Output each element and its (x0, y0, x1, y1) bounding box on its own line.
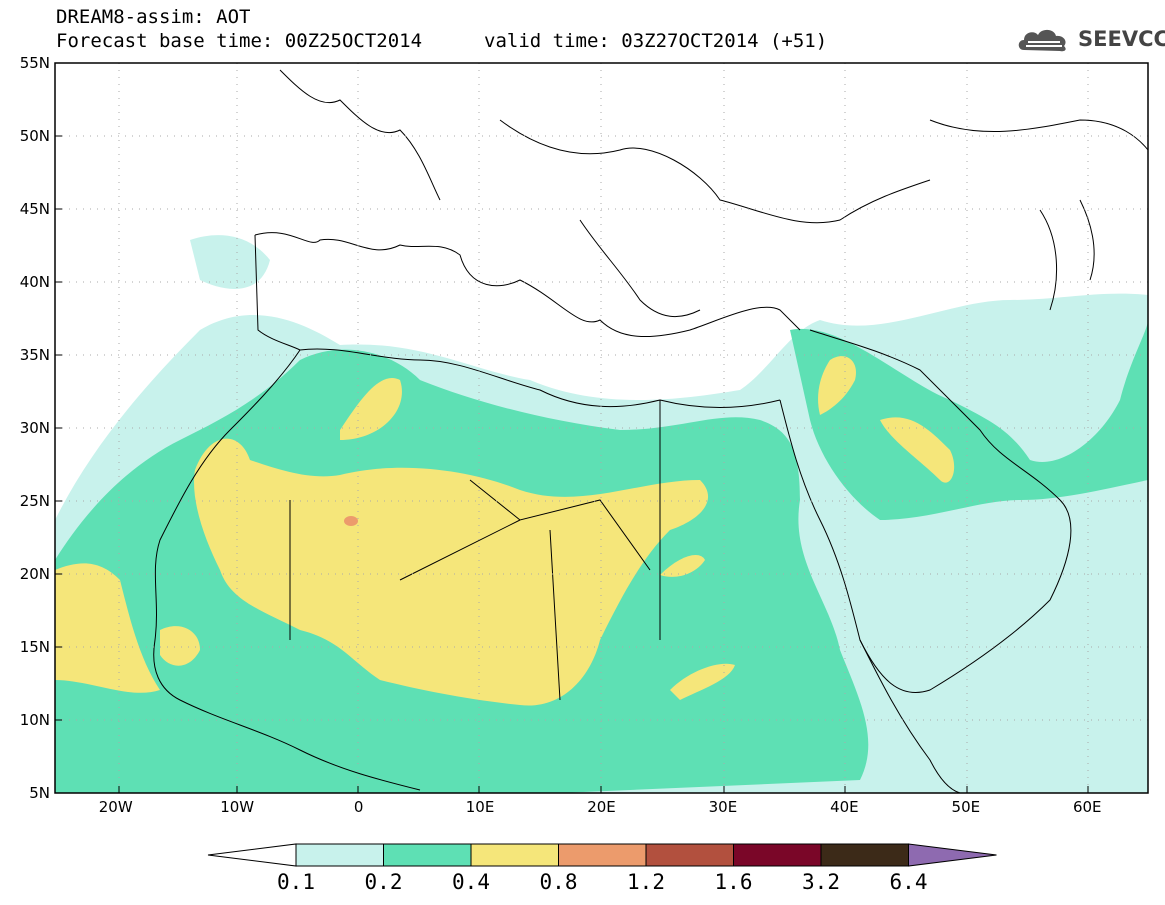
colorbar-label: 0.4 (452, 870, 490, 894)
lon-tick-label: 20E (587, 798, 616, 816)
colorbar-segment (558, 843, 647, 867)
lon-tick-label: 50E (951, 798, 981, 816)
seevccc-logo: SEEVCCC (1016, 24, 1165, 54)
colorbar-max-arrow (908, 843, 997, 867)
lat-tick-label: 30N (19, 419, 50, 437)
lon-tick-label: 0 (353, 798, 364, 816)
forecast-time-line: Forecast base time: 00Z25OCT2014 valid ti… (56, 30, 827, 52)
graticule (55, 63, 1148, 793)
colorbar-segment (645, 843, 734, 867)
colorbar-label: 0.1 (277, 870, 315, 894)
tick-marks (55, 135, 1089, 793)
colorbar-label: 3.2 (802, 870, 840, 894)
lon-tick-label: 30E (708, 798, 738, 816)
valid-time: valid time: 03Z27OCT2014 (+51) (484, 30, 828, 52)
lon-tick-label: 10W (220, 798, 255, 816)
lon-tick-label: 60E (1072, 798, 1102, 816)
lat-tick-label: 55N (19, 54, 50, 72)
aot-band-0.8 (344, 516, 358, 526)
lon-tick-label: 40E (830, 798, 859, 816)
colorbar (207, 843, 997, 867)
colorbar-segment (820, 843, 909, 867)
lon-tick-label: 10E (465, 798, 495, 816)
lat-tick-label: 10N (19, 711, 50, 729)
lat-tick-label: 5N (29, 784, 50, 802)
lat-tick-label: 20N (19, 565, 50, 583)
colorbar-segment (470, 843, 559, 867)
lat-tick-label: 50N (19, 127, 50, 145)
logo-text: SEEVCCC (1078, 27, 1165, 51)
lon-tick-label: 20W (98, 798, 133, 816)
colorbar-segment (733, 843, 822, 867)
lat-tick-label: 45N (19, 200, 50, 218)
colorbar-segment (295, 843, 384, 867)
lat-tick-label: 15N (19, 638, 50, 656)
coastlines (153, 69, 1148, 793)
colorbar-min-arrow (207, 843, 297, 867)
lat-tick-label: 40N (19, 273, 50, 291)
cloud-logo-icon (1018, 29, 1066, 52)
chart-title: DREAM8-assim: AOT (56, 6, 251, 28)
colorbar-label: 1.6 (714, 870, 753, 894)
colorbar-segment (383, 843, 472, 867)
lat-tick-label: 25N (19, 492, 50, 510)
colorbar-label: 6.4 (889, 870, 928, 894)
colorbar-label: 0.8 (539, 870, 578, 894)
colorbar-label: 0.2 (364, 870, 403, 894)
forecast-base-time: Forecast base time: 00Z25OCT2014 (56, 30, 423, 52)
lat-tick-label: 35N (19, 346, 50, 364)
colorbar-label: 1.2 (627, 870, 665, 894)
